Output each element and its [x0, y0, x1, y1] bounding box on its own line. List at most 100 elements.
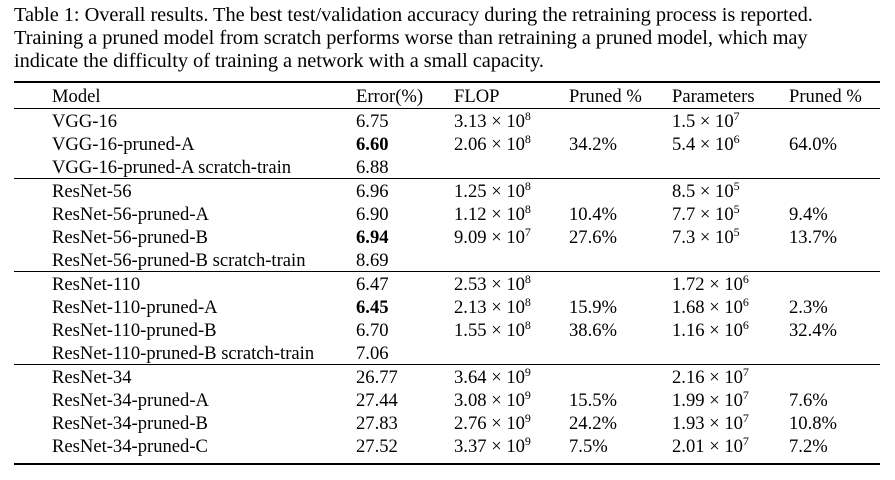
cell-flop-pruned: 10.4% — [569, 204, 618, 225]
table-caption: Table 1: Overall results. The best test/… — [14, 4, 886, 74]
cell-flop-pruned: 7.5% — [569, 436, 608, 457]
flop-mantissa: 3.37 × 10 — [454, 436, 525, 457]
cell-flop: 1.12 × 108 — [454, 203, 531, 226]
cell-parameters: 2.01 × 107 — [672, 435, 749, 458]
flop-mantissa: 2.13 × 10 — [454, 297, 525, 318]
cell-error: 8.69 — [356, 250, 389, 271]
top-rule — [14, 81, 880, 83]
table-row: ResNet-110-pruned-B 6.70 1.55 × 108 38.6% 1.… — [0, 319, 895, 342]
params-exponent: 7 — [733, 109, 740, 123]
flop-mantissa: 2.76 × 10 — [454, 413, 525, 434]
caption-line: Table 1: Overall results. The best test/… — [14, 4, 813, 26]
params-exponent: 5 — [733, 225, 740, 239]
cell-flop-pruned: 15.9% — [569, 297, 618, 318]
cell-model: ResNet-34-pruned-A — [52, 390, 209, 411]
params-mantissa: 1.16 × 10 — [672, 320, 743, 341]
params-exponent: 6 — [742, 295, 749, 309]
table-row: VGG-16-pruned-A 6.60 2.06 × 108 34.2% 5.4 × … — [0, 133, 895, 156]
cell-flop: 2.76 × 109 — [454, 412, 531, 435]
group-separator-rule — [14, 178, 880, 179]
flop-exponent: 8 — [524, 202, 531, 216]
cell-flop: 2.06 × 108 — [454, 133, 531, 156]
params-exponent: 6 — [733, 132, 740, 146]
params-exponent: 7 — [742, 388, 749, 402]
header-error: Error(%) — [356, 86, 424, 107]
cell-error: 26.77 — [356, 367, 398, 388]
group-separator-rule — [14, 364, 880, 365]
table-row: ResNet-56-pruned-B scratch-train 8.69 — [0, 249, 895, 272]
params-mantissa: 1.68 × 10 — [672, 297, 743, 318]
flop-exponent: 8 — [524, 132, 531, 146]
flop-mantissa: 3.08 × 10 — [454, 390, 525, 411]
flop-mantissa: 3.64 × 10 — [454, 367, 525, 388]
cell-params-pruned: 2.3% — [789, 297, 828, 318]
cell-error: 6.96 — [356, 181, 389, 202]
cell-parameters: 2.16 × 107 — [672, 366, 749, 389]
cell-parameters: 7.3 × 105 — [672, 226, 740, 249]
params-mantissa: 7.7 × 10 — [672, 204, 734, 225]
header-model: Model — [52, 86, 101, 107]
params-mantissa: 1.72 × 10 — [672, 274, 743, 295]
flop-exponent: 8 — [524, 272, 531, 286]
header-parameters: Parameters — [672, 86, 755, 107]
cell-flop-pruned: 34.2% — [569, 134, 618, 155]
flop-exponent: 7 — [524, 225, 531, 239]
cell-model: ResNet-56-pruned-B scratch-train — [52, 250, 306, 271]
cell-flop: 9.09 × 107 — [454, 226, 531, 249]
table-row: ResNet-34-pruned-B 27.83 2.76 × 109 24.2% 1.… — [0, 412, 895, 435]
params-exponent: 5 — [733, 202, 740, 216]
flop-exponent: 9 — [524, 411, 531, 425]
cell-params-pruned: 10.8% — [789, 413, 838, 434]
cell-error: 6.90 — [356, 204, 389, 225]
cell-flop-pruned: 38.6% — [569, 320, 618, 341]
group-separator-rule — [14, 271, 880, 272]
cell-error: 6.75 — [356, 111, 389, 132]
cell-flop: 3.08 × 109 — [454, 389, 531, 412]
flop-mantissa: 2.06 × 10 — [454, 134, 525, 155]
flop-mantissa: 1.55 × 10 — [454, 320, 525, 341]
cell-error: 27.44 — [356, 390, 398, 411]
cell-model: ResNet-110 — [52, 274, 141, 295]
cell-parameters: 1.5 × 107 — [672, 110, 740, 133]
flop-exponent: 8 — [524, 179, 531, 193]
cell-flop: 3.37 × 109 — [454, 435, 531, 458]
table-row: VGG-16 6.75 3.13 × 108 1.5 × 107 — [0, 110, 895, 133]
cell-error: 6.45 — [356, 297, 389, 318]
table-row: ResNet-56 6.96 1.25 × 108 8.5 × 105 — [0, 180, 895, 203]
cell-flop-pruned: 24.2% — [569, 413, 618, 434]
params-exponent: 5 — [733, 179, 740, 193]
cell-parameters: 1.72 × 106 — [672, 273, 749, 296]
flop-exponent: 9 — [524, 434, 531, 448]
flop-mantissa: 9.09 × 10 — [454, 227, 525, 248]
cell-error: 6.70 — [356, 320, 389, 341]
params-exponent: 6 — [742, 318, 749, 332]
params-mantissa: 7.3 × 10 — [672, 227, 734, 248]
params-mantissa: 2.01 × 10 — [672, 436, 743, 457]
flop-exponent: 9 — [524, 365, 531, 379]
cell-flop-pruned: 15.5% — [569, 390, 618, 411]
table-row: ResNet-110 6.47 2.53 × 108 1.72 × 106 — [0, 273, 895, 296]
cell-model: ResNet-56-pruned-A — [52, 204, 209, 225]
cell-parameters: 5.4 × 106 — [672, 133, 740, 156]
cell-flop: 3.13 × 108 — [454, 110, 531, 133]
cell-flop: 1.55 × 108 — [454, 319, 531, 342]
cell-parameters: 7.7 × 105 — [672, 203, 740, 226]
flop-exponent: 8 — [524, 318, 531, 332]
cell-flop-pruned: 27.6% — [569, 227, 618, 248]
flop-exponent: 8 — [524, 295, 531, 309]
flop-mantissa: 2.53 × 10 — [454, 274, 525, 295]
table-row: ResNet-34-pruned-A 27.44 3.08 × 109 15.5% 1.… — [0, 389, 895, 412]
cell-model: ResNet-110-pruned-B — [52, 320, 217, 341]
table-header-row: Model Error(%) FLOP Pruned % Parameters … — [0, 85, 895, 108]
cell-params-pruned: 64.0% — [789, 134, 838, 155]
flop-mantissa: 3.13 × 10 — [454, 111, 525, 132]
params-mantissa: 5.4 × 10 — [672, 134, 734, 155]
bottom-rule — [14, 463, 880, 465]
flop-exponent: 8 — [524, 109, 531, 123]
cell-model: VGG-16-pruned-A scratch-train — [52, 157, 292, 178]
header-flop: FLOP — [454, 86, 500, 107]
cell-model: ResNet-56-pruned-B — [52, 227, 208, 248]
header-params-pruned: Pruned % — [789, 86, 862, 107]
cell-flop: 1.25 × 108 — [454, 180, 531, 203]
params-exponent: 7 — [742, 434, 749, 448]
